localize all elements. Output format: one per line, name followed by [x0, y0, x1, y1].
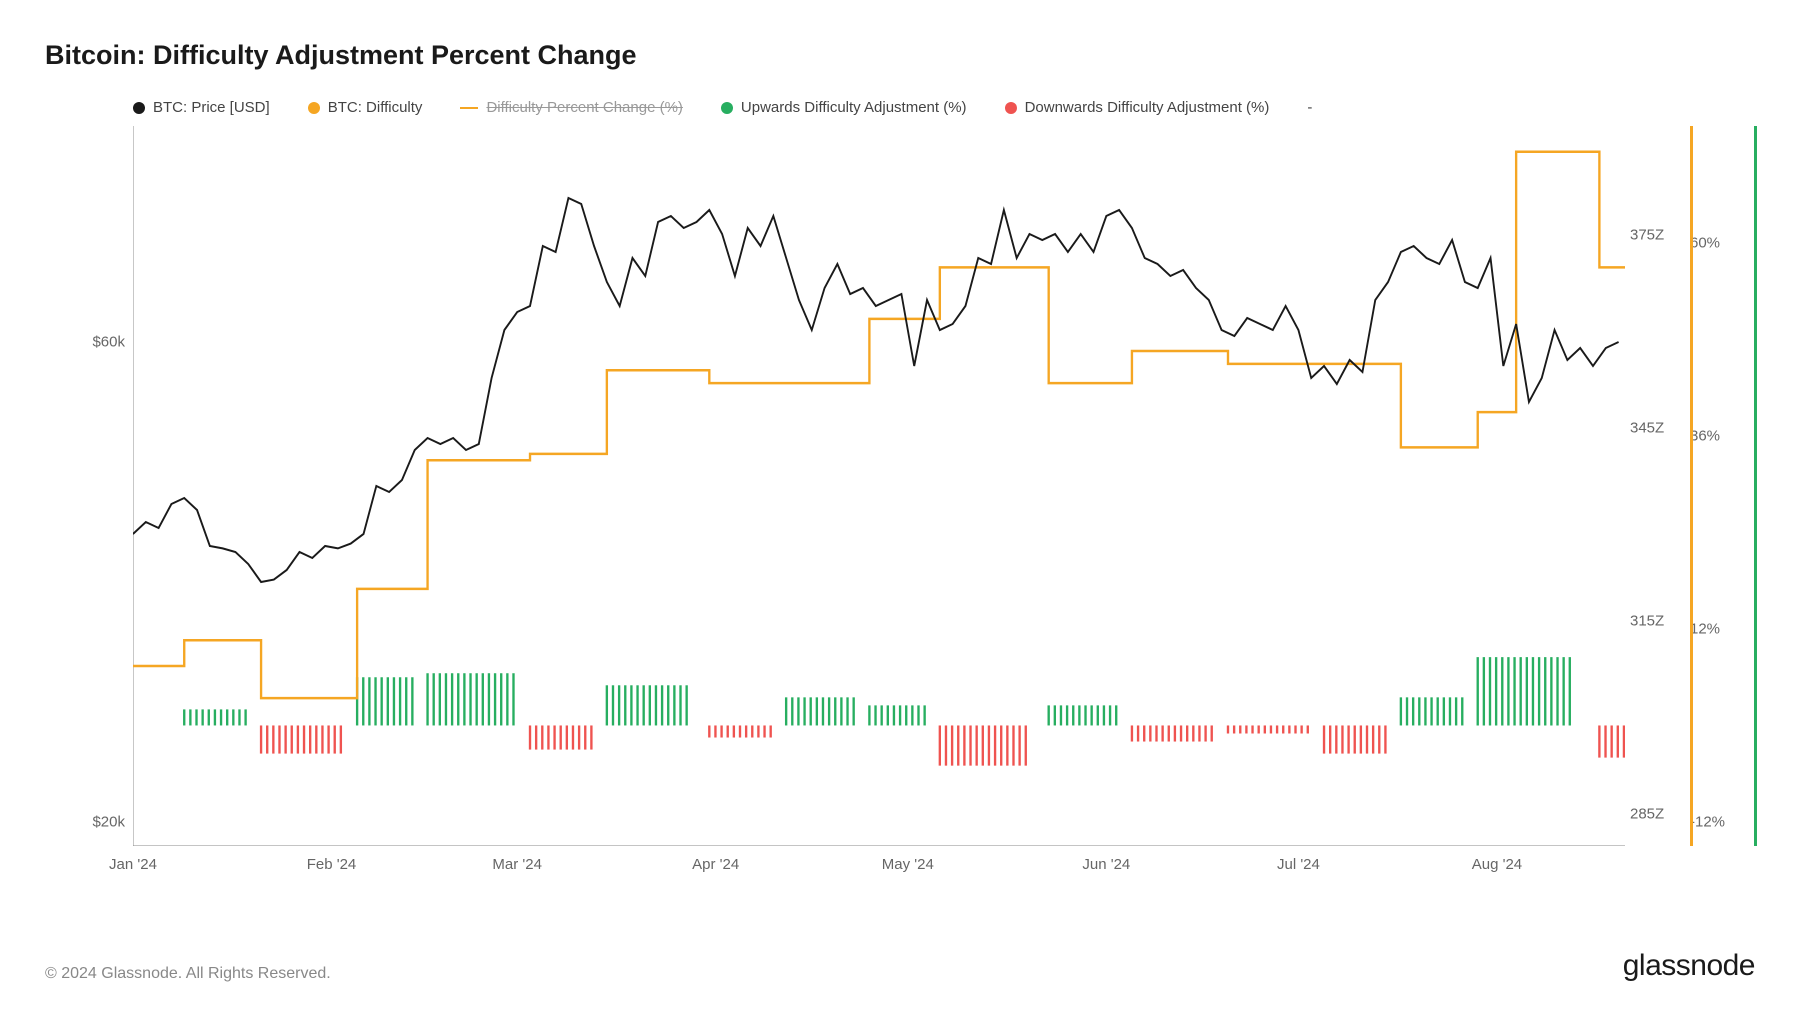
y-left-tick: $20k [55, 814, 125, 831]
legend-swatch-down [1005, 102, 1017, 114]
legend-label: - [1307, 99, 1312, 116]
chart-area: $60k$20k 375Z345Z315Z285Z 60%36%12%-12% … [133, 126, 1625, 846]
x-tick: May '24 [882, 856, 934, 873]
x-tick: Feb '24 [307, 856, 357, 873]
brand-logo: glassnode [1623, 949, 1755, 983]
x-tick: Apr '24 [692, 856, 739, 873]
legend-item-up[interactable]: Upwards Difficulty Adjustment (%) [721, 99, 967, 116]
legend-label: Downwards Difficulty Adjustment (%) [1025, 99, 1270, 116]
y-axis-right-1: 375Z 345Z 315Z 285Z [1630, 126, 1685, 846]
right-axis-indicator-2 [1754, 126, 1757, 846]
legend-label: BTC: Price [USD] [153, 99, 270, 116]
y-left-tick: $60k [55, 334, 125, 351]
legend-swatch-difficulty [308, 102, 320, 114]
y-right2-tick: 36% [1690, 428, 1745, 445]
x-tick: Jul '24 [1277, 856, 1320, 873]
legend-item-pctchange[interactable]: Difficulty Percent Change (%) [460, 99, 682, 116]
chart-title: Bitcoin: Difficulty Adjustment Percent C… [45, 40, 1755, 71]
y-right2-tick: -12% [1690, 813, 1745, 830]
legend-swatch-pct [460, 107, 478, 109]
x-tick: Mar '24 [492, 856, 542, 873]
y-right1-tick: 315Z [1630, 613, 1685, 630]
y-right2-tick: 60% [1690, 235, 1745, 252]
legend-label: Upwards Difficulty Adjustment (%) [741, 99, 967, 116]
legend-item-down[interactable]: Downwards Difficulty Adjustment (%) [1005, 99, 1270, 116]
legend: BTC: Price [USD] BTC: Difficulty Difficu… [133, 99, 1755, 116]
x-axis: Jan '24Feb '24Mar '24Apr '24May '24Jun '… [133, 856, 1625, 876]
legend-item-price[interactable]: BTC: Price [USD] [133, 99, 270, 116]
x-tick: Jan '24 [109, 856, 157, 873]
legend-label: Difficulty Percent Change (%) [486, 99, 682, 116]
y-axis-left: $60k $20k [55, 126, 125, 846]
chart-svg [133, 126, 1625, 846]
legend-item-difficulty[interactable]: BTC: Difficulty [308, 99, 423, 116]
y-right1-tick: 285Z [1630, 805, 1685, 822]
y-right1-tick: 375Z [1630, 227, 1685, 244]
y-right2-tick: 12% [1690, 621, 1745, 638]
legend-swatch-up [721, 102, 733, 114]
x-tick: Aug '24 [1472, 856, 1522, 873]
legend-item-dash: - [1307, 99, 1312, 116]
legend-label: BTC: Difficulty [328, 99, 423, 116]
footer: © 2024 Glassnode. All Rights Reserved. g… [45, 949, 1755, 983]
y-axis-right-2: 60% 36% 12% -12% [1690, 126, 1745, 846]
copyright: © 2024 Glassnode. All Rights Reserved. [45, 965, 331, 983]
right-axis-indicator-1 [1690, 126, 1693, 846]
legend-swatch-price [133, 102, 145, 114]
x-tick: Jun '24 [1082, 856, 1130, 873]
y-right1-tick: 345Z [1630, 420, 1685, 437]
